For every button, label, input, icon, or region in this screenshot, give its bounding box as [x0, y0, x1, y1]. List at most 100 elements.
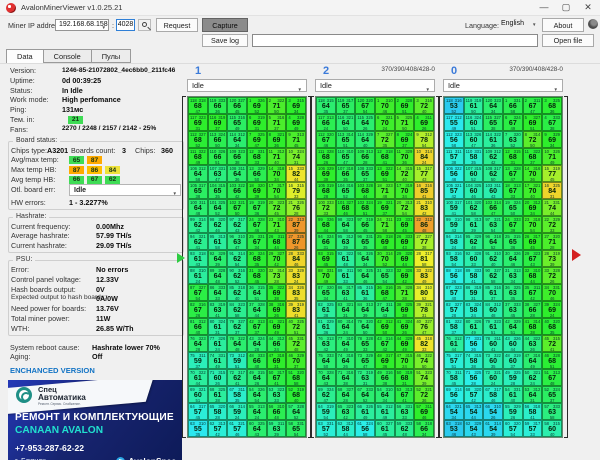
footer-row-label: Aging: [10, 352, 30, 361]
tab-data[interactable]: Data [6, 49, 44, 64]
language-label: Language: [465, 21, 499, 30]
capture-screen-button[interactable]: Capture screen [202, 18, 248, 32]
chip-cell: 273277738 [414, 233, 434, 250]
minimize-button[interactable]: — [534, 0, 554, 15]
chip-cell: 103247431 [286, 148, 306, 165]
stat-value: High perfomance [62, 95, 121, 104]
chip-cell: 623295443 [464, 420, 484, 437]
chip-cell: 343317046 [542, 284, 562, 301]
chip-cell: 83147250 [523, 131, 543, 148]
chip-cell: 593336248 [395, 420, 415, 437]
chip-cell: 593175733 [523, 420, 543, 437]
ad-banner[interactable]: Спец Автоматика Ремонт. Сервис. Снабжени… [8, 380, 182, 460]
chip-cell: 743186426 [336, 352, 356, 369]
save-log-button[interactable]: Save log [202, 34, 248, 47]
chip-cell: 823256138 [316, 301, 336, 318]
chip-cell: 493156426 [247, 369, 267, 386]
port-input[interactable]: 4028 [116, 19, 135, 31]
chip-cell: 793206450 [355, 318, 375, 335]
chip-cell: 473166449 [523, 352, 543, 369]
temp-badge: 65 [69, 156, 84, 164]
tab-console[interactable]: Console [44, 49, 92, 63]
board-error-select[interactable]: Idle ▼ [69, 184, 181, 196]
chip-cell: 1173136624 [316, 114, 336, 131]
chip-cell: 403206835 [542, 318, 562, 335]
chip-cell: 913106240 [483, 250, 503, 267]
log-path-input[interactable] [252, 34, 538, 47]
close-button[interactable]: ✕ [578, 0, 598, 15]
chips-count-label: Chips: [135, 146, 155, 155]
chip-cell: 213267628 [286, 199, 306, 216]
temp-row-badges: 6587 [69, 155, 105, 165]
chip-cell: 763126144 [444, 335, 464, 352]
chip-cell: 53276951 [523, 114, 543, 131]
chevron-down-icon[interactable]: ▼ [532, 22, 536, 27]
board-mode-select[interactable]: Idle▼ [187, 79, 307, 92]
chip-cell: 153177743 [414, 165, 434, 182]
spetsavtomatika-logo-icon [16, 387, 32, 403]
round-icon-button[interactable] [588, 19, 598, 29]
chip-cell: 1033286844 [355, 182, 375, 199]
chip-cell: 883317049 [316, 267, 336, 284]
board-mode-select[interactable]: Idle▼ [315, 79, 435, 92]
chip-cell: 773266124 [208, 335, 228, 352]
stat-label: Ping: [10, 105, 26, 114]
stat-row: Work mode:High perfomance [8, 94, 184, 104]
chip-sub-value: 42 [210, 433, 226, 437]
chip-sub-value: 52 [318, 433, 334, 437]
board-mode-select[interactable]: Idle▼ [443, 79, 563, 92]
ip-address-select[interactable]: 192.168.68.158 ▼ [55, 19, 109, 31]
chip-cell: 603205754 [503, 420, 523, 437]
chip-cell: 33167240 [414, 97, 434, 114]
chip-cell: 113127140 [267, 148, 287, 165]
chip-cell: 373116443 [375, 301, 395, 318]
psu-rows: Error:No errorsControl panel voltage:12.… [9, 264, 183, 333]
chip-cell: 13316658 [503, 97, 523, 114]
chip-cell: 213108342 [414, 199, 434, 216]
chip-cell: 1133146551 [336, 131, 356, 148]
chip-cell: 943246631 [316, 233, 336, 250]
chip-cell: 253156536 [503, 233, 523, 250]
chip-cell: 103267149 [542, 148, 562, 165]
open-file-button[interactable]: Open file [542, 34, 594, 47]
chip-cell: 613145439 [483, 420, 503, 437]
chip-cell: 43116926 [414, 114, 434, 131]
chip-cell: 873235740 [444, 284, 464, 301]
tab-pools[interactable]: Пулы [92, 49, 131, 63]
chip-cell: 1023216750 [227, 199, 247, 216]
hashrate-row: Average hashrate:57.99 TH/s [9, 230, 183, 240]
chip-cell: 543106434 [375, 386, 395, 403]
request-button[interactable]: Request [156, 18, 198, 32]
psu-row-label: Total miner power: [11, 314, 70, 323]
chip-cell: 773106449 [336, 335, 356, 352]
chip-cell: 483196037 [503, 352, 523, 369]
red-arrow-icon[interactable] [572, 249, 581, 261]
search-button[interactable] [138, 19, 151, 31]
chip-cell: 753336450 [316, 352, 336, 369]
board-mode-value: Idle [192, 81, 204, 90]
telegram-handle: AvalonSpec [128, 456, 176, 460]
chip-cell: 943145824 [444, 233, 464, 250]
chip-cell: 553126149 [375, 403, 395, 420]
chip-cell: 323106844 [523, 267, 543, 284]
chip-cell: 453157241 [542, 335, 562, 352]
chip-cell: 1063126458 [188, 165, 208, 182]
board-mode-value: Idle [448, 81, 460, 90]
stat-label: Uptime: [10, 76, 35, 85]
chip-cell: 433266044 [503, 335, 523, 352]
chip-cell: 693216051 [188, 386, 208, 403]
enhanced-version-link[interactable]: ENCHANCED VERSION [10, 366, 184, 375]
chip-cell: 113297036 [395, 148, 415, 165]
chip-cell: 1023146647 [483, 199, 503, 216]
green-arrow-icon[interactable] [177, 253, 185, 263]
chip-cell: 223138739 [286, 216, 306, 233]
chip-cell: 563185841 [523, 403, 543, 420]
about-button[interactable]: About [542, 18, 584, 32]
chip-cell: 233187054 [523, 216, 543, 233]
language-select[interactable]: English [498, 19, 528, 31]
chip-cell: 493166638 [375, 369, 395, 386]
chip-cell: 993146242 [188, 216, 208, 233]
footer-row: System reboot cause:Hashrate lower 70% [8, 342, 184, 352]
maximize-button[interactable]: ▢ [556, 0, 576, 15]
chip-cell: 133226951 [375, 165, 395, 182]
